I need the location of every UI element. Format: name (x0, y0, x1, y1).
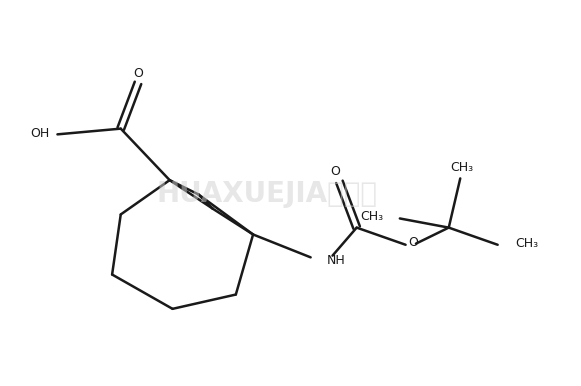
Text: O: O (408, 236, 418, 249)
Text: CH₃: CH₃ (515, 237, 538, 250)
Text: CH₃: CH₃ (361, 210, 383, 223)
Text: O: O (331, 165, 340, 178)
Text: HUAXUEJIA化学加: HUAXUEJIA化学加 (157, 180, 378, 208)
Text: O: O (133, 67, 143, 80)
Text: CH₃: CH₃ (450, 161, 473, 174)
Text: OH: OH (31, 127, 50, 140)
Text: NH: NH (327, 254, 346, 267)
